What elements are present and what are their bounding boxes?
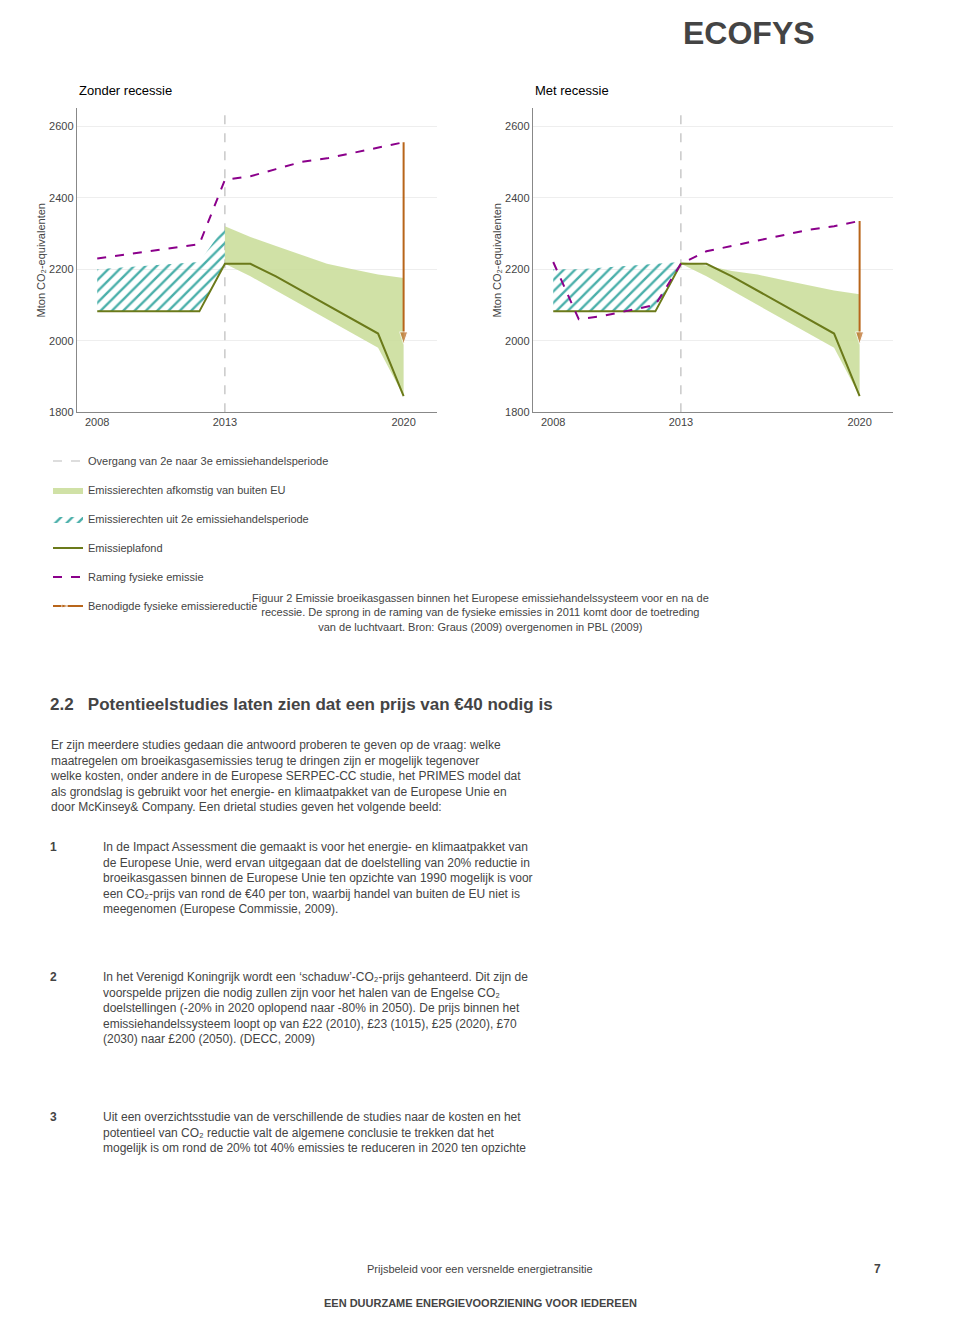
svg-text:Met recessie: Met recessie: [535, 83, 609, 98]
svg-text:2400: 2400: [49, 192, 73, 204]
svg-text:2600: 2600: [49, 120, 73, 132]
svg-text:Emissierechten afkomstig van b: Emissierechten afkomstig van buiten EU: [88, 484, 286, 496]
svg-text:1800: 1800: [49, 406, 73, 418]
svg-text:1800: 1800: [505, 406, 529, 418]
svg-text:Raming fysieke emissie: Raming fysieke emissie: [88, 571, 204, 583]
svg-text:Er zijn meerdere studies gedaa: Er zijn meerdere studies gedaan die antw…: [50, 738, 521, 814]
svg-text:In het Verenigd Koningrijk wor: In het Verenigd Koningrijk wordt een ‘sc…: [103, 970, 528, 1046]
svg-text:Prijsbeleid voor een versnelde: Prijsbeleid voor een versnelde energietr…: [367, 1263, 593, 1275]
svg-text:3: 3: [50, 1110, 57, 1124]
svg-text:2020: 2020: [391, 416, 415, 428]
svg-text:Benodigde fysieke emissiereduc: Benodigde fysieke emissiereductie: [88, 600, 257, 612]
svg-text:2000: 2000: [505, 335, 529, 347]
svg-text:Emissieplafond: Emissieplafond: [88, 542, 163, 554]
svg-text:2000: 2000: [49, 335, 73, 347]
svg-text:Overgang van 2e naar 3e emissi: Overgang van 2e naar 3e emissiehandelspe…: [88, 455, 328, 467]
svg-text:2008: 2008: [85, 416, 109, 428]
svg-text:EEN DUURZAME ENERGIEVOORZIENIN: EEN DUURZAME ENERGIEVOORZIENING VOOR IED…: [324, 1297, 637, 1309]
svg-text:2200: 2200: [49, 263, 73, 275]
svg-text:2: 2: [50, 970, 57, 984]
svg-text:2400: 2400: [505, 192, 529, 204]
svg-text:2200: 2200: [505, 263, 529, 275]
svg-text:Zonder recessie: Zonder recessie: [79, 83, 172, 98]
svg-text:7: 7: [874, 1262, 881, 1276]
svg-text:Uit een overzichtsstudie van d: Uit een overzichtsstudie van de verschil…: [103, 1110, 526, 1155]
svg-text:2600: 2600: [505, 120, 529, 132]
svg-text:2.2 Potentieelstudies laten: 2.2 Potentieelstudies laten zien dat een…: [50, 695, 553, 714]
svg-text:2013: 2013: [669, 416, 693, 428]
svg-text:2013: 2013: [213, 416, 237, 428]
svg-text:ECOFYS: ECOFYS: [683, 15, 815, 51]
svg-text:2008: 2008: [541, 416, 565, 428]
svg-text:Figuur 2 Emissie broeikasgasse: Figuur 2 Emissie broeikasgassen binnen h…: [252, 592, 709, 633]
svg-text:Mton CO₂-equivalenten: Mton CO₂-equivalenten: [35, 203, 47, 317]
svg-text:1: 1: [50, 840, 57, 854]
svg-text:Mton CO₂-equivalenten: Mton CO₂-equivalenten: [491, 203, 503, 317]
svg-text:Emissierechten uit 2e emissieh: Emissierechten uit 2e emissiehandelsperi…: [88, 513, 309, 525]
svg-text:2020: 2020: [847, 416, 871, 428]
svg-text:In de Impact Assessment die ge: In de Impact Assessment die gemaakt is v…: [103, 840, 533, 916]
